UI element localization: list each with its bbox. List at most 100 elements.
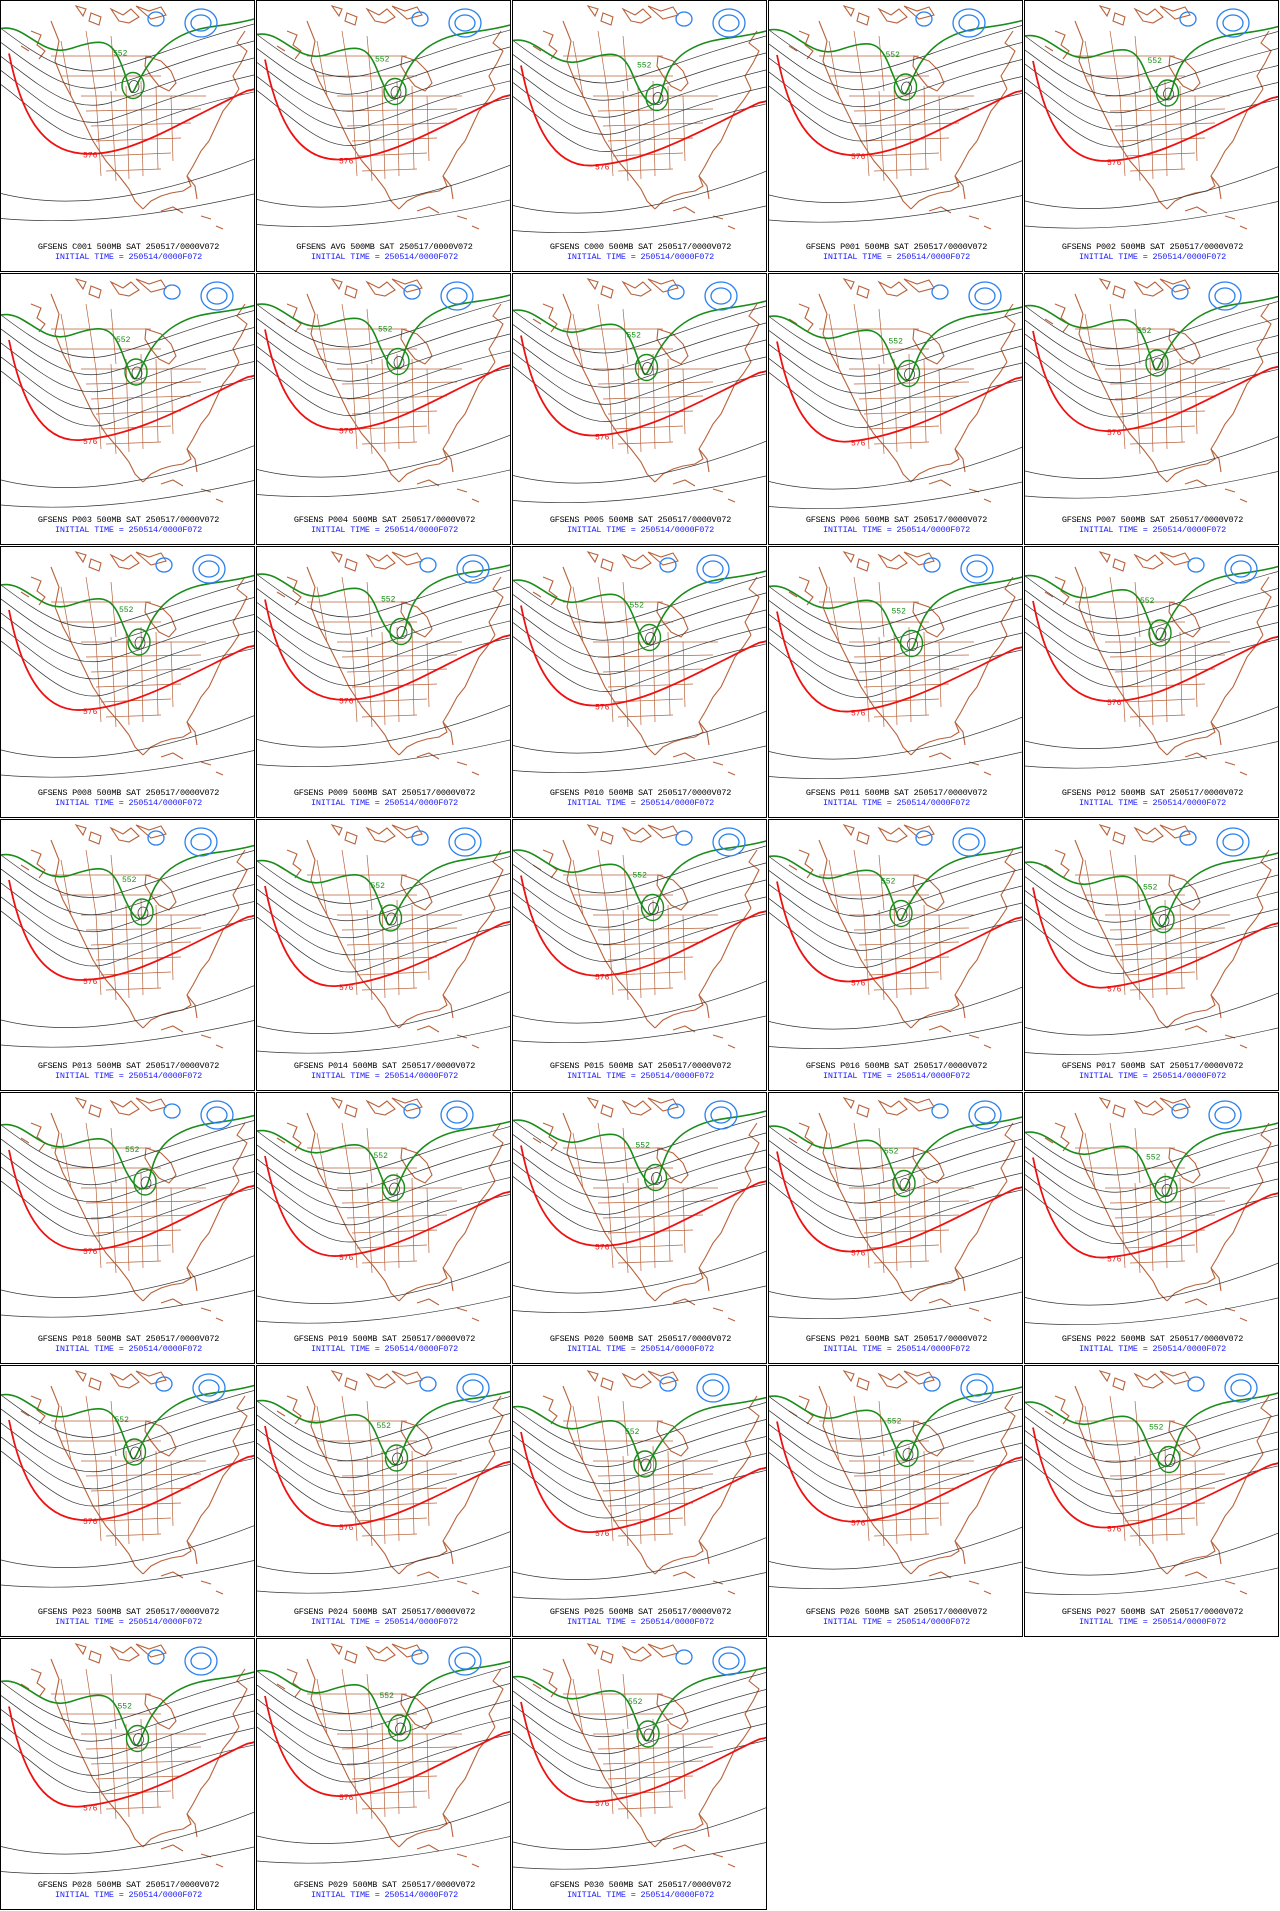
height-contour: [1025, 1458, 1278, 1514]
inner-low-contour: [1164, 1454, 1176, 1467]
height-contour: [1, 715, 254, 758]
panel-initial-time: INITIAL TIME = 250514/0000F072: [54, 1344, 203, 1354]
contour-label-552: 552: [374, 1152, 389, 1161]
contour-576: [520, 65, 766, 167]
contour-label-552: 552: [886, 51, 901, 60]
blue-low-contour: [198, 1379, 220, 1397]
contour-label-576: 576: [339, 1254, 354, 1263]
panel-title: GFSENS P001 500MB SAT 250517/0000V072: [805, 242, 988, 252]
height-contour: [257, 346, 510, 399]
contour-map: 552 576: [1, 824, 254, 1049]
contour-552: [769, 576, 1022, 652]
panel-title: GFSENS P020 500MB SAT 250517/0000V072: [549, 1334, 732, 1344]
height-contour: [1, 1152, 254, 1203]
height-contour: [513, 475, 766, 504]
height-contour: [513, 636, 766, 692]
inner-low-contour: [128, 80, 140, 93]
blue-low-contour: [200, 1100, 234, 1130]
inner-low-contour: [390, 86, 402, 99]
contour-552: [513, 1396, 766, 1472]
height-contour: [257, 1726, 510, 1783]
blue-low-contour: [448, 827, 482, 857]
panel-initial-time: INITIAL TIME = 250514/0000F072: [310, 1344, 459, 1354]
closed-low-552: [125, 1724, 150, 1753]
contour-label-576: 576: [851, 1250, 866, 1259]
blue-low-contour: [923, 557, 941, 573]
height-contour: [257, 469, 510, 498]
height-contour: [257, 29, 510, 78]
contour-576: [520, 875, 766, 977]
height-contour: [513, 1689, 766, 1738]
height-contour: [513, 52, 766, 101]
height-contour: [1, 23, 254, 72]
panel-initial-time: INITIAL TIME = 250514/0000F072: [54, 252, 203, 262]
coastline-basemap: [276, 278, 504, 503]
closed-low-552: [381, 1174, 406, 1202]
height-contour: [769, 42, 1022, 91]
closed-low-552: [1155, 79, 1180, 107]
contour-label-576: 576: [83, 1248, 98, 1257]
coastline-basemap: [788, 824, 1016, 1049]
contour-label-576: 576: [1107, 699, 1122, 708]
closed-low-552: [889, 899, 913, 928]
inner-low-contour: [393, 356, 405, 369]
panel-initial-time: INITIAL TIME = 250514/0000F072: [566, 1890, 715, 1900]
contour-label-552: 552: [884, 1148, 899, 1157]
blue-low-contour: [968, 1100, 1002, 1130]
panel-title: GFSENS P008 500MB SAT 250517/0000V072: [37, 788, 220, 798]
height-contour: [513, 862, 766, 911]
height-contour: [1025, 1430, 1278, 1480]
height-contour: [513, 68, 766, 118]
panel-title: GFSENS P009 500MB SAT 250517/0000V072: [293, 788, 476, 798]
height-contour: [1, 356, 254, 410]
contour-label-576: 576: [595, 974, 610, 983]
contour-552: [513, 1666, 766, 1742]
contour-map: 552 576: [513, 1097, 766, 1322]
height-contour: [1, 445, 254, 488]
height-contour: [1025, 63, 1278, 114]
panel-title: GFSENS P006 500MB SAT 250517/0000V072: [805, 515, 988, 525]
height-contour: [513, 1448, 766, 1502]
panel-title: GFSENS P023 500MB SAT 250517/0000V072: [37, 1607, 220, 1617]
blue-low-contour: [1224, 1373, 1258, 1403]
contour-label-576: 576: [339, 1794, 354, 1803]
height-contour: [513, 1807, 766, 1850]
contour-label-576: 576: [339, 428, 354, 437]
contour-label-552: 552: [118, 1703, 133, 1712]
contour-label-552: 552: [627, 332, 642, 341]
closed-low-552: [896, 359, 921, 388]
closed-low-552: [893, 73, 918, 101]
map-panel: 552 576 GFSENS P003 500MB SAT 250517/0000V…: [0, 273, 255, 545]
blue-low-contour: [448, 1646, 482, 1676]
contour-552: [1, 574, 254, 650]
map-panel: 552 576 GFSENS P008 500MB SAT 250517/0000V…: [0, 546, 255, 818]
height-contour: [769, 986, 1022, 1030]
map-panel: 552 576 GFSENS P013 500MB SAT 250517/0000V…: [0, 819, 255, 1091]
contour-576: [1032, 60, 1278, 162]
coastline-basemap: [788, 278, 1016, 503]
height-contour: [257, 434, 510, 478]
contour-552: [513, 1110, 766, 1186]
height-contour: [1025, 741, 1278, 769]
contour-576: [520, 605, 766, 707]
map-panel: 552 576 GFSENS P026 500MB SAT 250517/0000V…: [768, 1365, 1023, 1637]
blue-low-contour: [456, 554, 490, 584]
height-contour: [513, 906, 766, 962]
panel-initial-time: INITIAL TIME = 250514/0000F072: [54, 525, 203, 535]
map-panel: 552 576 GFSENS P006 500MB SAT 250517/0000V…: [768, 273, 1023, 545]
closed-low-552: [645, 83, 669, 112]
blue-low-contour: [456, 1373, 490, 1403]
panel-title: GFSENS P028 500MB SAT 250517/0000V072: [37, 1880, 220, 1890]
contour-label-552: 552: [378, 326, 393, 335]
height-contour: [1, 580, 254, 628]
blue-low-contour: [931, 284, 949, 300]
panel-initial-time: INITIAL TIME = 250514/0000F072: [1078, 525, 1227, 535]
height-contour: [769, 716, 1022, 760]
blue-low-contour: [462, 560, 484, 578]
height-contour: [1, 1120, 254, 1168]
contour-map: 552 576: [769, 551, 1022, 780]
map-panel: 552 576 GFSENS P025 500MB SAT 250517/0000V…: [512, 1365, 767, 1637]
contour-552: [1025, 565, 1278, 641]
inner-low-contour: [642, 362, 653, 375]
panel-initial-time: INITIAL TIME = 250514/0000F072: [1078, 1617, 1227, 1627]
